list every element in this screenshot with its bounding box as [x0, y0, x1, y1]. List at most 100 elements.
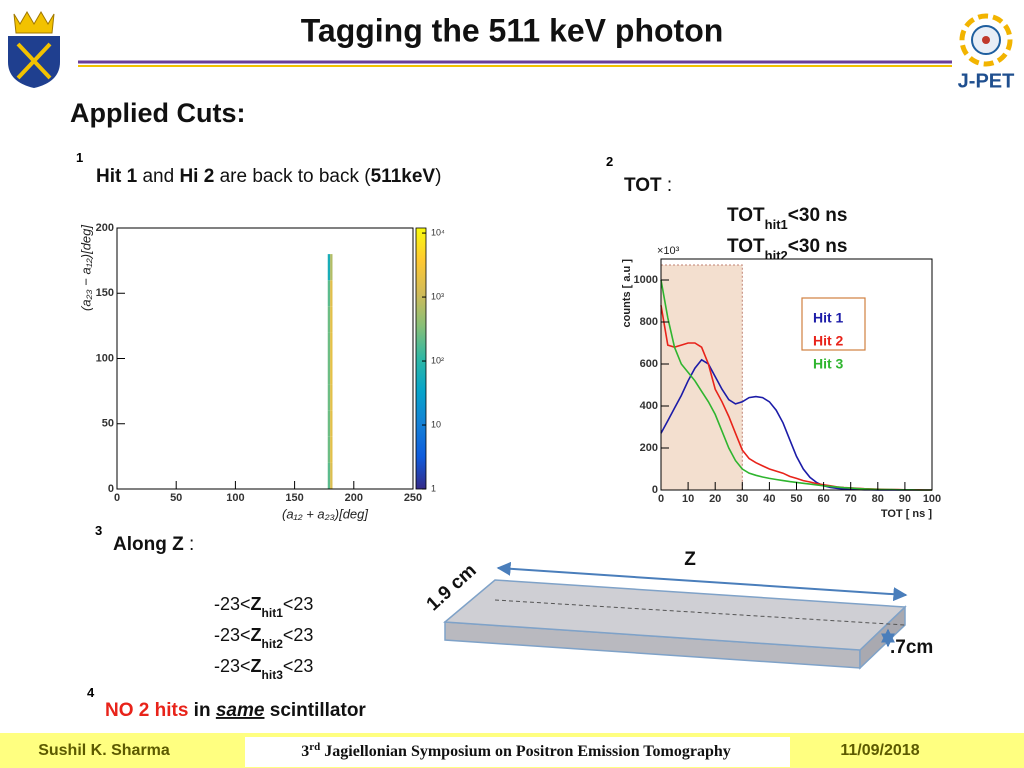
x-tick-label: 90	[899, 493, 911, 505]
legend-box	[801, 297, 866, 351]
x-tick-label: 100	[226, 492, 244, 504]
y-multiplier: ×10³	[657, 245, 680, 257]
heatmap-cell	[330, 306, 333, 333]
x-tick-label: 10	[682, 493, 694, 505]
heatmap-cell	[327, 280, 331, 307]
y-tick-label: 0	[652, 484, 658, 496]
cut-text-part: NO 2 hits	[105, 700, 188, 721]
y-tick-label: 150	[96, 287, 114, 299]
legend-entry: Hit 1	[813, 310, 844, 326]
heatmap-cell	[327, 384, 331, 411]
cut-number: 2	[606, 154, 613, 169]
cut-text-part: and	[137, 166, 179, 187]
y-tick-label: 600	[640, 358, 658, 370]
y-tick-label: 100	[96, 352, 114, 364]
logo-text: J-PET	[958, 70, 1015, 92]
chart: 1 10 10² 10³ 10⁴ (a₁₂ + a₂₃)[deg] (a₂₃ − a₁₂)[…	[78, 222, 445, 522]
condition-part: Z	[251, 625, 262, 645]
heatmap-cell	[330, 280, 333, 307]
condition-part: TOT	[727, 205, 765, 226]
x-tick-label: 30	[736, 493, 748, 505]
y-tick-label: 200	[96, 222, 114, 234]
heatmap-cell	[330, 332, 333, 359]
cut-text: NO 2 hits in same scintillator	[105, 700, 366, 721]
colorbar-tick-label: 10³	[431, 291, 444, 301]
cut-text-part: same	[216, 700, 265, 721]
cut-text-part: in	[188, 700, 215, 721]
cut-text: Along Z :	[113, 534, 194, 555]
footer-date: 11/09/2018	[840, 742, 919, 759]
condition-part: <23	[283, 594, 314, 614]
heatmap-cell	[330, 384, 333, 411]
x-tick-label: 200	[345, 492, 363, 504]
left-logo	[8, 11, 60, 88]
footer-author: Sushil K. Sharma	[38, 742, 170, 759]
cut-text: Hit 1 and Hi 2 are back to back (511keV)	[96, 166, 441, 187]
footer-event-superscript: rd	[309, 741, 320, 753]
cut-number: 1	[76, 150, 83, 165]
footer-event: 3rd Jagiellonian Symposium on Positron E…	[301, 741, 730, 760]
cut-text-part: 511keV	[371, 166, 436, 187]
heatmap-cell	[327, 332, 331, 359]
x-tick-label: 0	[658, 493, 664, 505]
cut-text-part: Hit 1	[96, 166, 138, 187]
condition-part: -23<	[214, 656, 251, 676]
x-tick-label: 70	[845, 493, 857, 505]
y-tick-label: 0	[108, 483, 114, 495]
cut-number: 3	[95, 523, 102, 538]
x-tick-label: 50	[170, 492, 182, 504]
highlight-band	[660, 264, 743, 491]
condition-part: <30 ns	[788, 205, 848, 226]
condition-subscript: hit2	[262, 637, 284, 651]
heatmap-cell	[330, 254, 333, 281]
title: Tagging the 511 keV photon	[301, 12, 724, 48]
x-tick-label: 250	[404, 492, 422, 504]
y-tick-label: 800	[640, 316, 658, 328]
heatmap-cell	[330, 436, 333, 463]
cut-text: TOT :	[624, 175, 672, 196]
heatmap-cell	[327, 436, 331, 463]
condition-part: <30 ns	[788, 236, 848, 257]
heatmap-cell	[330, 462, 333, 489]
condition: -23<Zhit2<23	[214, 625, 313, 651]
x-tick-label: 20	[709, 493, 721, 505]
heatmap-cell	[327, 410, 331, 437]
x-tick-label: 80	[872, 493, 884, 505]
legend-entry: Hit 3	[813, 356, 844, 372]
colorbar-tick-label: 1	[431, 483, 436, 493]
condition-part: Z	[251, 656, 262, 676]
thickness-label: .7cm	[890, 637, 933, 658]
condition-part: -23<	[214, 594, 251, 614]
condition: -23<Zhit1<23	[214, 594, 313, 620]
condition: TOThit2<30 ns	[727, 236, 847, 263]
chart: Hit 1 Hit 2 Hit 3 ×10³ TOT [ ns ] counts [ a.…	[621, 245, 941, 520]
colorbar-tick-label: 10⁴	[431, 227, 445, 237]
heatmap-cell	[327, 358, 331, 385]
condition-part: TOT	[727, 236, 765, 257]
cut-text-part: TOT	[624, 175, 662, 196]
x-tick-label: 0	[114, 492, 120, 504]
plot-area	[117, 228, 413, 489]
cut-text-part: :	[184, 534, 195, 555]
x-tick-label: 100	[923, 493, 941, 505]
condition: TOThit1<30 ns	[727, 205, 847, 232]
heatmap-cell	[330, 410, 333, 437]
cut-text-part: Along Z	[113, 534, 184, 555]
heatmap-cell	[327, 462, 331, 489]
y-axis-title: counts [ a.u ]	[621, 259, 633, 328]
y-axis-title: (a₂₃ − a₁₂)[deg]	[78, 225, 93, 311]
x-tick-label: 50	[790, 493, 802, 505]
cut-text-part: scintillator	[264, 700, 366, 721]
cut-text-part: :	[662, 175, 673, 196]
length-label: Z	[684, 549, 696, 570]
x-tick-label: 60	[817, 493, 829, 505]
condition-subscript: hit3	[262, 668, 284, 682]
heatmap-cell	[327, 254, 331, 281]
heatmap-cell	[330, 358, 333, 385]
y-tick-label: 1000	[634, 274, 658, 286]
condition-part: <23	[283, 656, 314, 676]
condition-subscript: hit1	[765, 217, 788, 232]
